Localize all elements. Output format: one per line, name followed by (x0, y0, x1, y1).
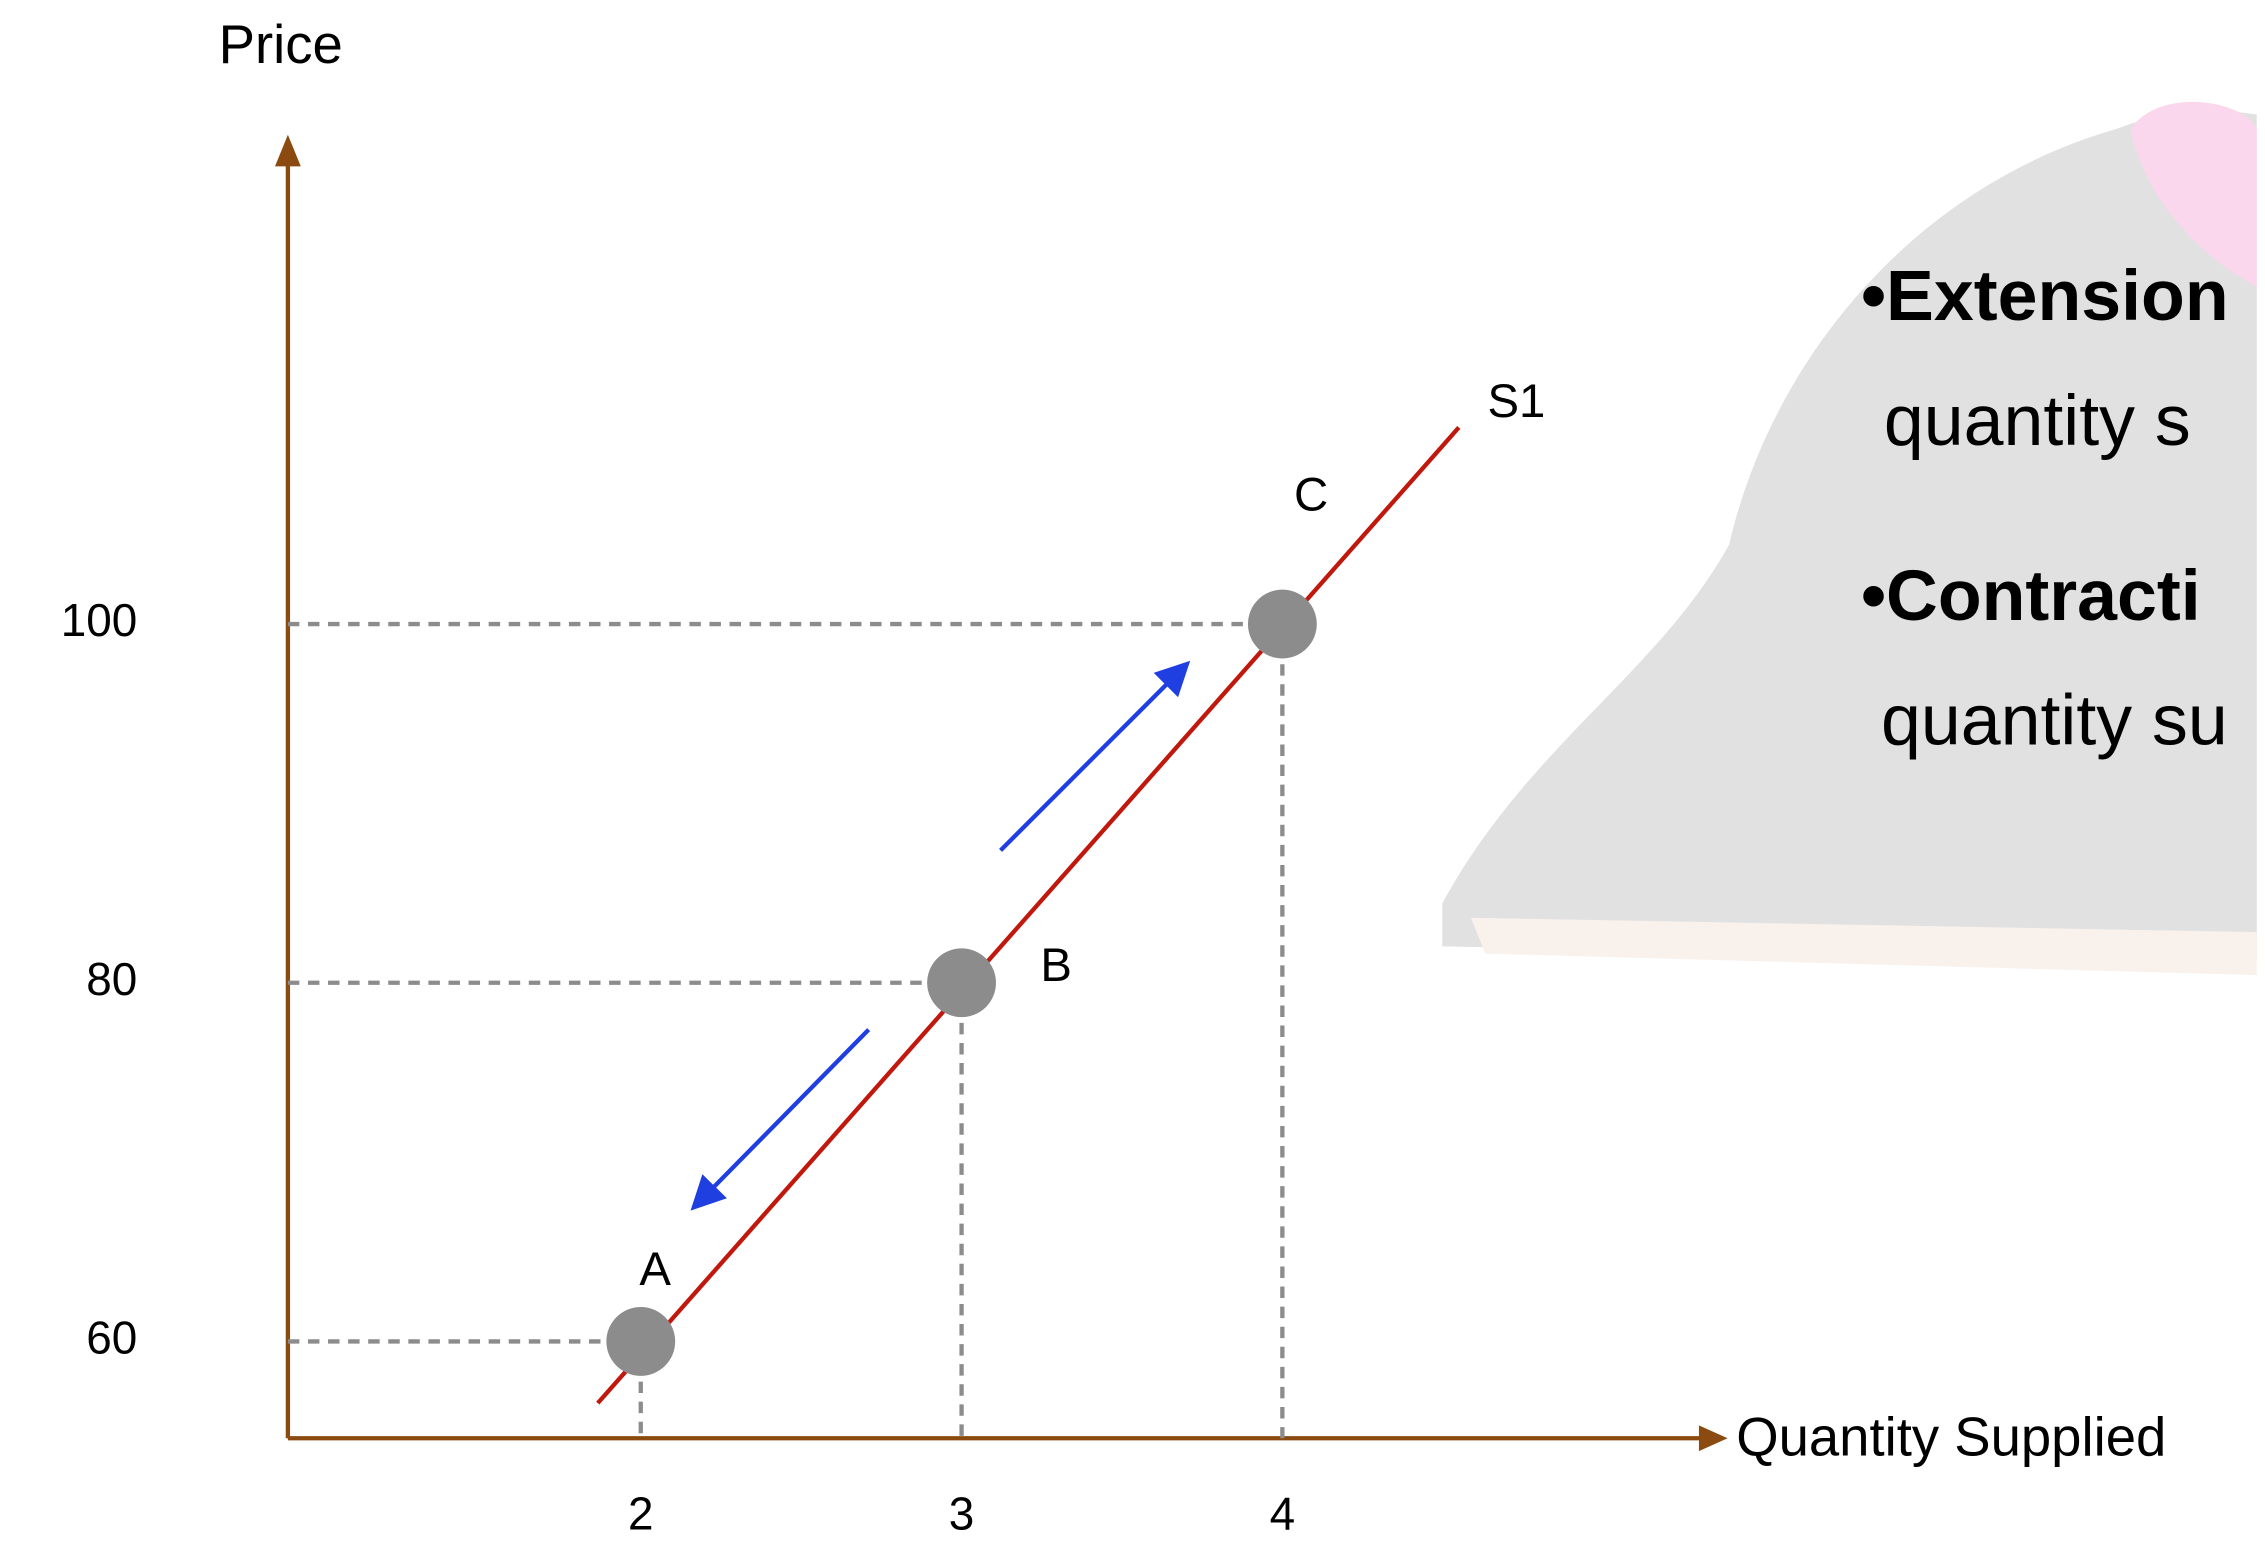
note-text: quantity su (1881, 681, 2228, 761)
y-axis-label: Price (219, 14, 343, 75)
series-label: S1 (1487, 375, 1545, 428)
x-tick-label: 2 (628, 1487, 654, 1539)
y-tick-label: 80 (86, 953, 137, 1005)
note-heading: •Contracti (1861, 556, 2201, 636)
point (1247, 589, 1317, 659)
y-axis-arrow (274, 134, 301, 167)
x-axis-label: Quantity Supplied (1736, 1407, 2166, 1468)
notes: •Extension quantity s •Contracti quantit… (1861, 256, 2229, 760)
extension-arrow (999, 660, 1191, 852)
point-label: A (639, 1243, 671, 1296)
y-tick-label: 100 (61, 594, 138, 646)
point-label: B (1040, 939, 1072, 992)
point-label: C (1294, 468, 1328, 521)
background-illustration (1442, 101, 2257, 976)
y-tick-label: 60 (86, 1312, 137, 1364)
point (927, 948, 996, 1018)
supply-line (596, 426, 1461, 1405)
contraction-arrow (690, 1028, 871, 1211)
point (606, 1307, 676, 1376)
note-heading: •Extension (1861, 256, 2229, 336)
x-tick-label: 3 (949, 1487, 975, 1539)
x-axis-arrow (1698, 1425, 1728, 1452)
note-text: quantity s (1884, 381, 2191, 461)
x-tick-label: 4 (1270, 1487, 1296, 1539)
